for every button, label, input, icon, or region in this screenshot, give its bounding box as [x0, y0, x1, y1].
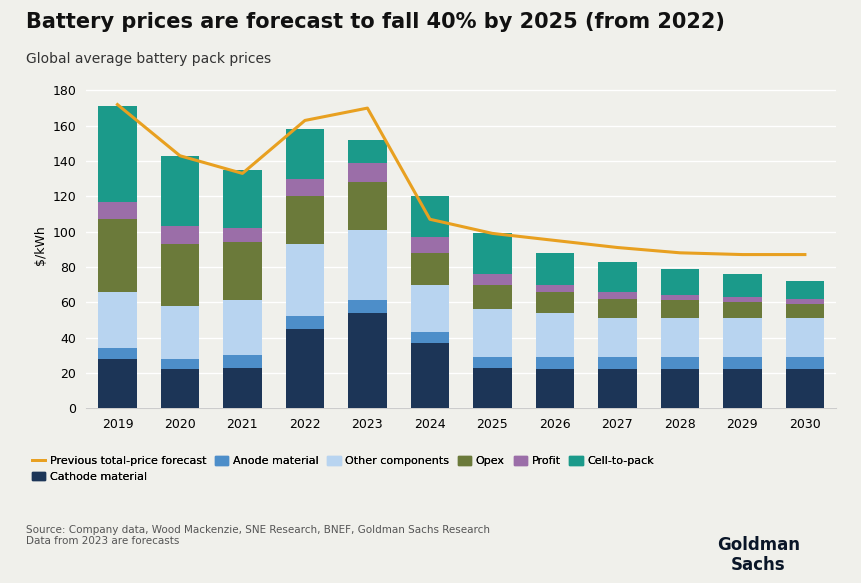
Previous total-price forecast	[237, 170, 247, 177]
Bar	[722, 297, 761, 302]
Bar	[784, 281, 823, 298]
Previous total-price forecast	[799, 251, 809, 258]
Bar	[285, 178, 324, 196]
Bar	[410, 343, 449, 408]
Previous total-price forecast	[486, 230, 497, 237]
Bar	[348, 140, 387, 163]
Bar	[535, 369, 573, 408]
Bar	[660, 269, 698, 295]
Bar	[160, 369, 199, 408]
Line: Previous total-price forecast: Previous total-price forecast	[117, 104, 804, 255]
Bar	[410, 237, 449, 253]
Bar	[98, 359, 137, 408]
Previous total-price forecast	[362, 104, 372, 111]
Bar	[348, 313, 387, 408]
Bar	[598, 292, 636, 298]
Bar	[535, 285, 573, 292]
Bar	[98, 219, 137, 292]
Bar	[410, 285, 449, 332]
Bar	[98, 348, 137, 359]
Bar	[784, 298, 823, 304]
Bar	[535, 357, 573, 369]
Bar	[473, 285, 511, 309]
Text: Goldman
Sachs: Goldman Sachs	[716, 536, 799, 574]
Bar	[784, 304, 823, 318]
Bar	[722, 369, 761, 408]
Previous total-price forecast	[611, 244, 622, 251]
Bar	[285, 317, 324, 329]
Bar	[660, 295, 698, 300]
Previous total-price forecast	[424, 216, 435, 223]
Bar	[410, 332, 449, 343]
Bar	[722, 318, 761, 357]
Bar	[160, 359, 199, 369]
Bar	[598, 369, 636, 408]
Bar	[410, 196, 449, 237]
Bar	[535, 292, 573, 313]
Bar	[598, 298, 636, 318]
Bar	[98, 292, 137, 348]
Bar	[223, 228, 262, 242]
Bar	[285, 129, 324, 178]
Bar	[348, 230, 387, 300]
Bar	[660, 369, 698, 408]
Bar	[223, 242, 262, 300]
Y-axis label: $/kWh: $/kWh	[34, 225, 47, 265]
Bar	[223, 300, 262, 355]
Bar	[473, 309, 511, 357]
Bar	[285, 329, 324, 408]
Bar	[348, 163, 387, 182]
Text: Global average battery pack prices: Global average battery pack prices	[26, 52, 270, 66]
Bar	[784, 357, 823, 369]
Bar	[160, 244, 199, 305]
Bar	[285, 196, 324, 244]
Bar	[660, 300, 698, 318]
Bar	[473, 274, 511, 285]
Bar	[98, 202, 137, 219]
Bar	[348, 300, 387, 313]
Bar	[660, 357, 698, 369]
Bar	[348, 182, 387, 230]
Bar	[410, 253, 449, 285]
Text: Source: Company data, Wood Mackenzie, SNE Research, BNEF, Goldman Sachs Research: Source: Company data, Wood Mackenzie, SN…	[26, 525, 489, 546]
Bar	[223, 170, 262, 228]
Bar	[598, 262, 636, 292]
Bar	[535, 253, 573, 285]
Bar	[535, 313, 573, 357]
Previous total-price forecast	[674, 250, 684, 257]
Bar	[722, 302, 761, 318]
Bar	[473, 357, 511, 367]
Bar	[473, 367, 511, 408]
Bar	[160, 156, 199, 226]
Bar	[285, 244, 324, 317]
Previous total-price forecast	[112, 101, 122, 108]
Text: Battery prices are forecast to fall 40% by 2025 (from 2022): Battery prices are forecast to fall 40% …	[26, 12, 724, 31]
Legend: Previous total-price forecast, Cathode material, Anode material, Other component: Previous total-price forecast, Cathode m…	[32, 456, 653, 482]
Bar	[98, 106, 137, 202]
Previous total-price forecast	[736, 251, 746, 258]
Bar	[223, 367, 262, 408]
Bar	[722, 357, 761, 369]
Bar	[598, 357, 636, 369]
Bar	[160, 305, 199, 359]
Bar	[784, 318, 823, 357]
Previous total-price forecast	[300, 117, 310, 124]
Bar	[473, 233, 511, 274]
Bar	[160, 226, 199, 244]
Bar	[223, 355, 262, 367]
Bar	[784, 369, 823, 408]
Bar	[660, 318, 698, 357]
Previous total-price forecast	[175, 152, 185, 159]
Bar	[598, 318, 636, 357]
Previous total-price forecast	[549, 237, 560, 244]
Bar	[722, 274, 761, 297]
